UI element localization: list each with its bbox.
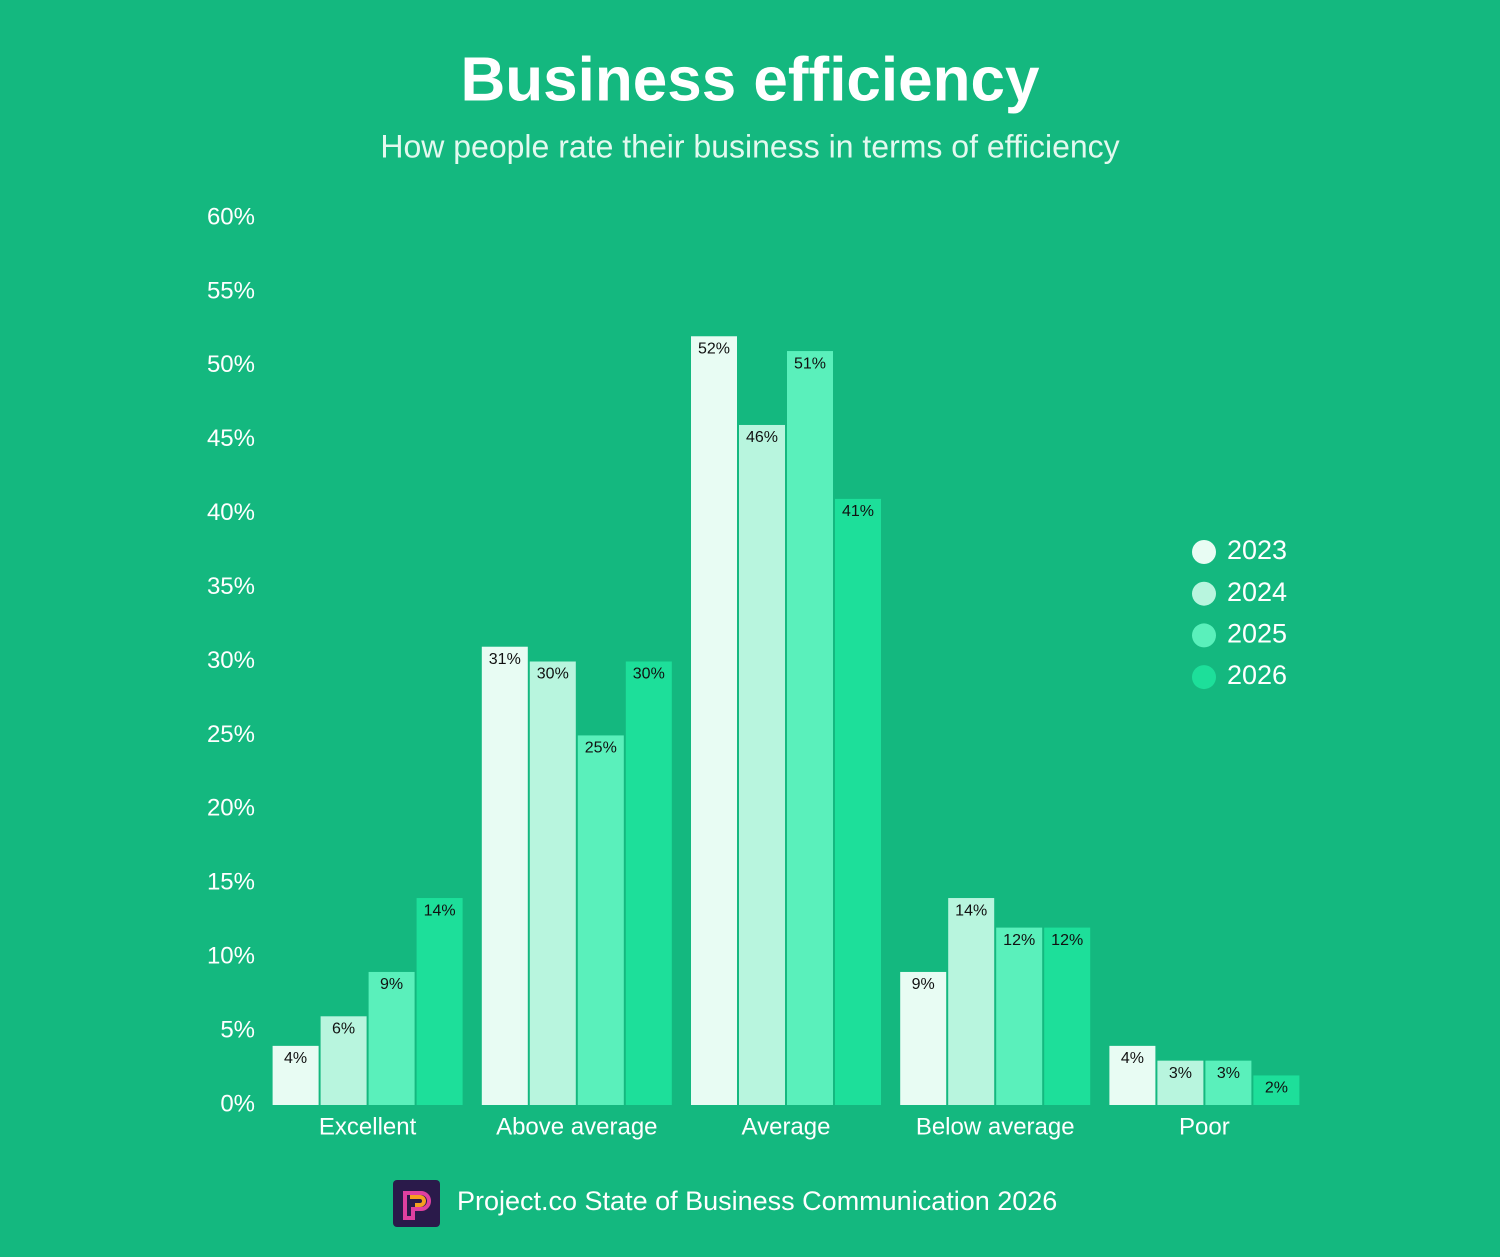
data-label: 31%	[489, 651, 521, 668]
bar	[1253, 1075, 1300, 1105]
bar	[416, 898, 463, 1105]
data-label: 3%	[1169, 1065, 1192, 1082]
data-label: 51%	[794, 355, 826, 372]
y-tick-label: 10%	[207, 943, 255, 970]
y-tick-label: 60%	[207, 203, 255, 230]
data-label: 14%	[424, 902, 456, 919]
bar	[625, 661, 672, 1105]
bar	[691, 336, 737, 1105]
y-tick-label: 45%	[207, 425, 255, 452]
bar	[368, 971, 415, 1105]
data-label: 30%	[537, 666, 569, 683]
bar	[1109, 1045, 1156, 1105]
x-tick-label: Above average	[496, 1113, 657, 1140]
legend-label: 2024	[1227, 577, 1287, 607]
data-label: 25%	[585, 740, 617, 757]
legend-label: 2023	[1227, 535, 1287, 565]
data-label: 12%	[1003, 932, 1035, 949]
legend-marker	[1192, 665, 1216, 690]
data-label: 12%	[1051, 932, 1083, 949]
data-label: 46%	[746, 429, 778, 446]
legend-marker	[1192, 540, 1216, 564]
legend-marker	[1192, 581, 1216, 606]
bar	[900, 971, 947, 1105]
bar	[1157, 1060, 1204, 1105]
bar	[835, 498, 881, 1106]
bar	[948, 898, 995, 1105]
data-label: 2%	[1265, 1080, 1288, 1097]
source: Project.co State of Business Communicati…	[457, 1186, 1057, 1216]
source-logo	[393, 1180, 440, 1227]
data-label: 9%	[912, 976, 935, 993]
x-tick-label: Average	[742, 1113, 831, 1140]
y-tick-label: 50%	[207, 351, 255, 378]
bar	[577, 735, 624, 1105]
x-tick-label: Poor	[1179, 1113, 1230, 1140]
bar	[320, 1016, 367, 1105]
bar	[787, 351, 833, 1105]
data-label: 3%	[1217, 1065, 1240, 1082]
x-tick-label: Below average	[916, 1113, 1075, 1140]
data-label: 9%	[380, 976, 403, 993]
data-label: 4%	[284, 1050, 307, 1067]
data-label: 6%	[332, 1021, 355, 1038]
y-tick-label: 30%	[207, 647, 255, 674]
y-tick-label: 20%	[207, 795, 255, 822]
data-label: 4%	[1121, 1050, 1144, 1067]
data-label: 52%	[698, 340, 730, 357]
y-tick-label: 0%	[220, 1090, 255, 1117]
data-label: 41%	[842, 503, 874, 520]
y-tick-label: 25%	[207, 721, 255, 748]
bar	[481, 646, 528, 1105]
y-tick-label: 40%	[207, 499, 255, 526]
x-tick-label: Excellent	[319, 1113, 417, 1140]
bar	[996, 927, 1043, 1105]
y-tick-label: 15%	[207, 869, 255, 896]
bar	[739, 424, 785, 1105]
data-label: 14%	[955, 902, 987, 919]
y-tick-label: 5%	[220, 1016, 255, 1043]
data-label: 30%	[633, 666, 665, 683]
bar	[1205, 1060, 1252, 1105]
bar	[529, 661, 576, 1105]
y-tick-label: 35%	[207, 573, 255, 600]
bar	[1044, 927, 1091, 1105]
y-tick-label: 55%	[207, 277, 255, 304]
legend-label: 2025	[1227, 619, 1287, 649]
bar	[272, 1045, 319, 1105]
legend-marker	[1192, 623, 1216, 648]
legend-label: 2026	[1227, 660, 1287, 690]
chart-subtitle: How people rate their business in terms …	[380, 128, 1119, 164]
chart-title: Business efficiency	[461, 45, 1040, 114]
